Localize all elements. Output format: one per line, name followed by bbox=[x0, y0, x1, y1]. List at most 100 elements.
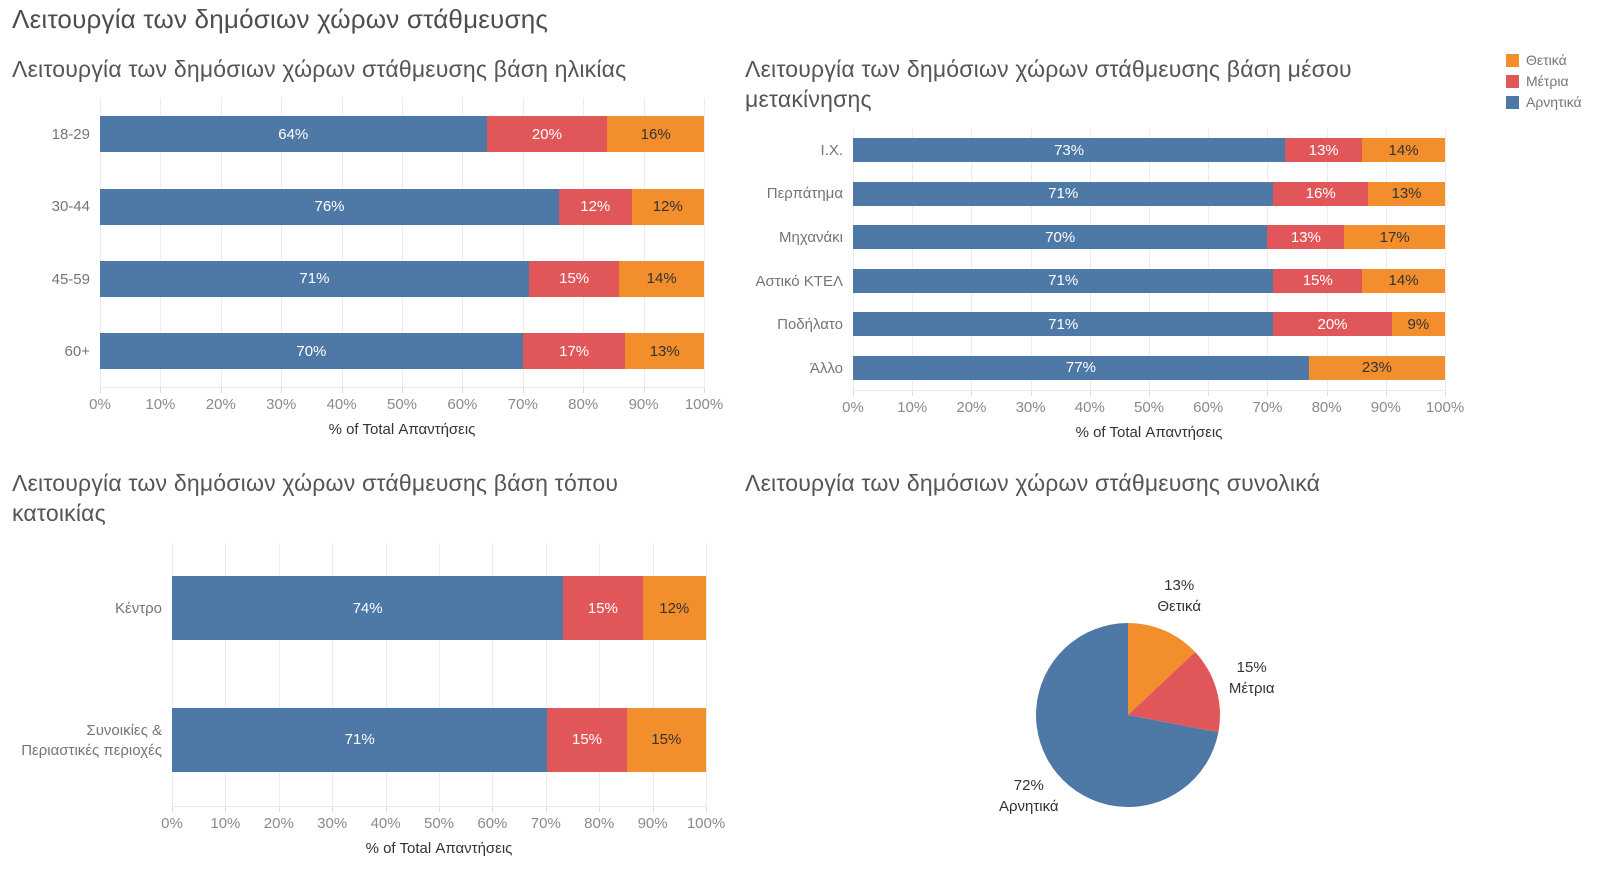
bar-segment-medium[interactable]: 13% bbox=[1267, 225, 1345, 250]
bar-segment-medium[interactable]: 15% bbox=[547, 707, 627, 772]
x-tick-label: 40% bbox=[1074, 398, 1105, 416]
bar-segment-positive[interactable]: 17% bbox=[1344, 225, 1445, 250]
bar-segment-medium[interactable]: 17% bbox=[522, 333, 626, 370]
bar-segment-positive[interactable]: 14% bbox=[619, 260, 704, 297]
chart-overall: Λειτουργία των δημόσιων χώρων στάθμευσης… bbox=[745, 468, 1445, 893]
pie-slice-label: Θετικά bbox=[1157, 598, 1201, 615]
stacked-bar: 71% 20% 9% bbox=[853, 312, 1445, 337]
legend-item-positive[interactable]: Θετικά bbox=[1506, 52, 1582, 68]
bar-segment-positive[interactable]: 14% bbox=[1362, 268, 1445, 293]
bar-segment-value: 23% bbox=[1361, 359, 1392, 377]
legend-item-negative[interactable]: Αρνητικά bbox=[1506, 94, 1582, 110]
bar-segment-negative[interactable]: 74% bbox=[172, 576, 564, 641]
dashboard-title: Λειτουργία των δημόσιων χώρων στάθμευσης bbox=[12, 4, 549, 34]
gridline bbox=[492, 542, 494, 806]
bar-row: 64% 20% 16% bbox=[100, 98, 704, 170]
x-tick-label: 60% bbox=[1193, 398, 1224, 416]
gridline bbox=[172, 542, 173, 806]
bar-row: 73% 13% 14% bbox=[853, 129, 1445, 173]
gridline bbox=[225, 542, 227, 806]
y-axis: Κέντρο Συνοικίες & Περιαστικές περιοχές bbox=[12, 543, 172, 807]
gridline bbox=[1149, 128, 1150, 390]
bar-segment-medium[interactable]: 12% bbox=[559, 188, 632, 225]
bar-segment-value: 13% bbox=[649, 342, 680, 360]
bar-segment-positive[interactable]: 12% bbox=[631, 188, 704, 225]
bar-segment-negative[interactable]: 76% bbox=[100, 188, 560, 225]
bar-segment-negative[interactable]: 77% bbox=[853, 355, 1309, 380]
legend: Θετικά Μέτρια Αρνητικά bbox=[1506, 52, 1582, 110]
bar-segment-medium[interactable]: 20% bbox=[486, 116, 608, 153]
legend-label: Αρνητικά bbox=[1526, 94, 1582, 110]
x-tick-mark bbox=[1089, 390, 1091, 396]
bar-segment-negative[interactable]: 70% bbox=[100, 333, 523, 370]
bar-segment-positive[interactable]: 13% bbox=[625, 333, 704, 370]
bar-segment-positive[interactable]: 23% bbox=[1308, 355, 1445, 380]
x-tick-label: 70% bbox=[507, 396, 538, 414]
bar-segment-value: 71% bbox=[1048, 272, 1079, 290]
bar-segment-value: 15% bbox=[651, 731, 682, 749]
bar-segment-value: 13% bbox=[1391, 185, 1422, 203]
bar-rows: 73% 13% 14% 71% 16% 13% 70% 13% 17% 71% 15% 14% 71% 2… bbox=[853, 129, 1445, 390]
chart-by-age: Λειτουργία των δημόσιων χώρων στάθμευσης… bbox=[12, 54, 723, 439]
pie-slice-positive[interactable] bbox=[1128, 623, 1196, 716]
bar-segment-negative[interactable]: 64% bbox=[100, 116, 487, 153]
bar-segment-value: 70% bbox=[296, 342, 327, 360]
bar-segment-medium[interactable]: 15% bbox=[563, 576, 643, 641]
x-tick-mark bbox=[1030, 390, 1032, 396]
bar-segment-positive[interactable]: 15% bbox=[626, 707, 706, 772]
x-tick-mark bbox=[100, 388, 101, 394]
legend-item-medium[interactable]: Μέτρια bbox=[1506, 73, 1582, 89]
x-tick-label: 0% bbox=[161, 814, 183, 832]
bar-segment-value: 17% bbox=[1379, 228, 1410, 246]
x-tick-mark bbox=[160, 388, 162, 394]
x-tick-label: 100% bbox=[684, 396, 724, 414]
bar-segment-medium[interactable]: 13% bbox=[1285, 138, 1363, 163]
bar-segment-value: 15% bbox=[1302, 272, 1333, 290]
bar-segment-positive[interactable]: 13% bbox=[1368, 181, 1445, 206]
x-tick-label: 80% bbox=[568, 396, 599, 414]
bar-segment-negative[interactable]: 73% bbox=[853, 138, 1286, 163]
x-tick-mark bbox=[402, 388, 403, 394]
bar-segment-negative[interactable]: 71% bbox=[172, 707, 548, 772]
x-tick-label: 0% bbox=[89, 396, 111, 414]
stacked-bar: 71% 15% 14% bbox=[100, 260, 704, 297]
bar-segment-positive[interactable]: 9% bbox=[1391, 312, 1445, 337]
x-tick-mark bbox=[912, 390, 914, 396]
bar-segment-negative[interactable]: 71% bbox=[853, 181, 1274, 206]
pie-slice-medium[interactable] bbox=[1128, 652, 1221, 733]
bar-segment-medium[interactable]: 16% bbox=[1273, 181, 1369, 206]
bar-segment-value: 16% bbox=[640, 125, 671, 143]
stacked-bar: 71% 15% 14% bbox=[853, 268, 1445, 293]
x-tick-label: 60% bbox=[477, 814, 508, 832]
bar-segment-negative[interactable]: 71% bbox=[853, 268, 1274, 293]
x-tick-mark bbox=[583, 388, 585, 394]
gridline bbox=[1030, 128, 1032, 390]
stacked-bar: 77% 23% bbox=[853, 355, 1445, 380]
bar-segment-negative[interactable]: 71% bbox=[853, 312, 1274, 337]
pie-chart: 13% Θετικά 15% Μέτρια 72% Αρνητικά bbox=[999, 577, 1275, 815]
bar-segment-positive[interactable]: 14% bbox=[1362, 138, 1445, 163]
bar-segment-positive[interactable]: 12% bbox=[642, 576, 706, 641]
stacked-bar: 71% 15% 15% bbox=[172, 707, 706, 772]
bar-segment-negative[interactable]: 71% bbox=[100, 260, 529, 297]
bar-segment-value: 12% bbox=[580, 198, 611, 216]
x-tick-label: 20% bbox=[956, 398, 987, 416]
bar-segment-value: 17% bbox=[559, 342, 590, 360]
x-axis-title: % of Total Απαντήσεις bbox=[328, 421, 476, 439]
bar-segment-positive[interactable]: 16% bbox=[607, 116, 704, 153]
bar-segment-medium[interactable]: 20% bbox=[1273, 312, 1392, 337]
x-axis-title: % of Total Απαντήσεις bbox=[1075, 423, 1223, 441]
bar-segment-value: 13% bbox=[1308, 141, 1339, 159]
bar-segment-negative[interactable]: 70% bbox=[853, 225, 1268, 250]
y-axis: 18-29 30-44 45-59 60+ bbox=[12, 98, 100, 388]
gridline bbox=[971, 128, 973, 390]
x-tick-mark bbox=[971, 390, 973, 396]
x-tick-label: 30% bbox=[1015, 398, 1046, 416]
bar-segment-value: 13% bbox=[1290, 228, 1321, 246]
gridline bbox=[1089, 128, 1091, 390]
bar-segment-medium[interactable]: 15% bbox=[528, 260, 620, 297]
pie-slice-negative[interactable] bbox=[1036, 623, 1219, 808]
y-axis-label: Αστικό ΚΤΕΛ bbox=[755, 272, 843, 290]
bar-segment-medium[interactable]: 15% bbox=[1273, 268, 1363, 293]
legend-label: Μέτρια bbox=[1526, 73, 1569, 89]
